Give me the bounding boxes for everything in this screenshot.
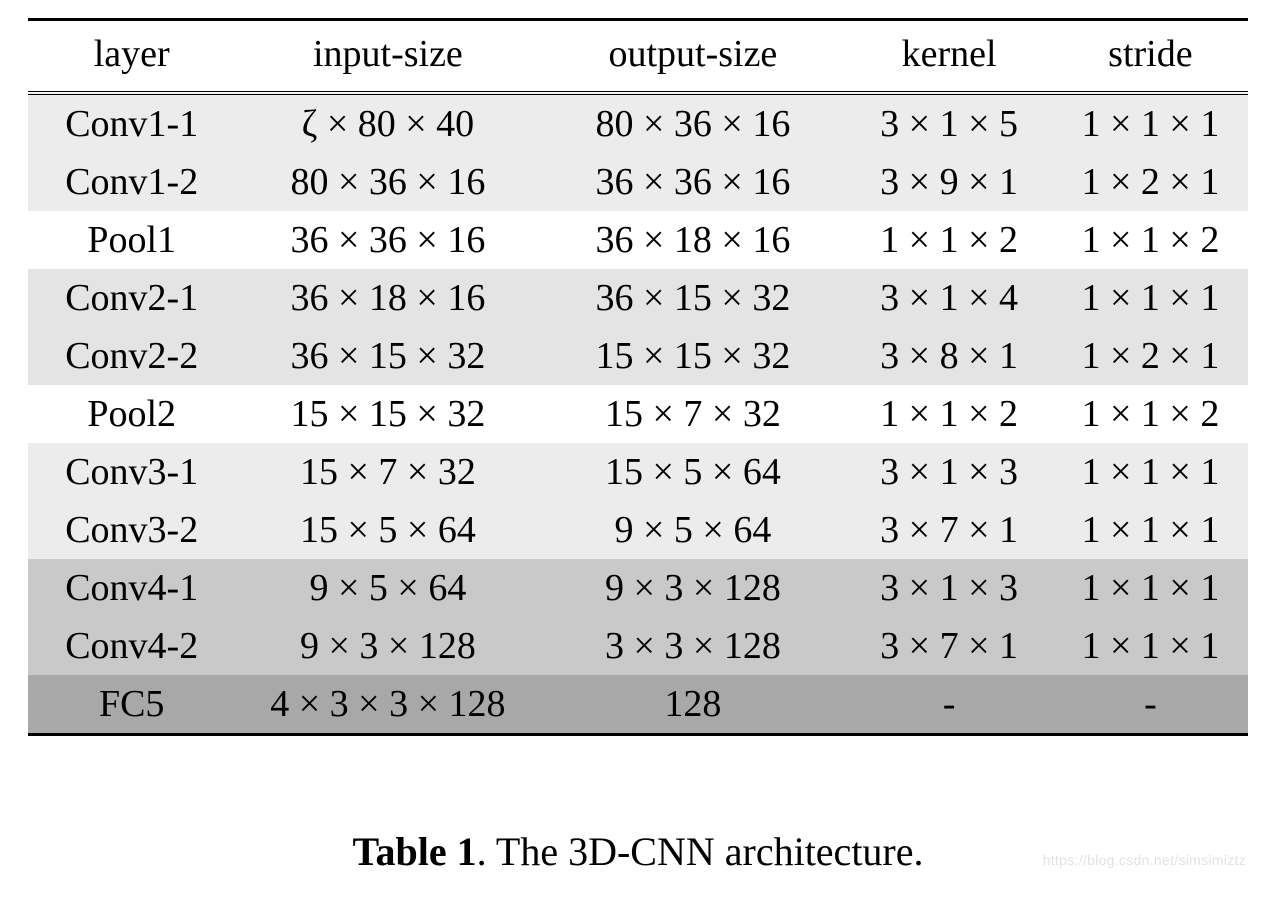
table-cell: -	[845, 675, 1052, 735]
table-cell: 36 × 36 × 16	[540, 153, 845, 211]
table-cell: Conv1-1	[28, 93, 235, 153]
table-row: Conv3-215 × 5 × 649 × 5 × 643 × 7 × 11 ×…	[28, 501, 1248, 559]
table-cell: 36 × 36 × 16	[235, 211, 540, 269]
table-cell: Conv2-2	[28, 327, 235, 385]
caption-label: Table 1	[353, 829, 477, 874]
table-cell: 80 × 36 × 16	[235, 153, 540, 211]
table-row: Pool215 × 15 × 3215 × 7 × 321 × 1 × 21 ×…	[28, 385, 1248, 443]
table-row: Conv4-19 × 5 × 649 × 3 × 1283 × 1 × 31 ×…	[28, 559, 1248, 617]
table-cell: 1 × 1 × 2	[845, 385, 1052, 443]
table-cell: Conv3-2	[28, 501, 235, 559]
table-cell: Pool2	[28, 385, 235, 443]
table-cell: 3 × 3 × 128	[540, 617, 845, 675]
table-cell: 3 × 7 × 1	[845, 617, 1052, 675]
col-header-stride: stride	[1053, 20, 1248, 94]
table-cell: 1 × 2 × 1	[1053, 153, 1248, 211]
table-cell: 1 × 1 × 1	[1053, 93, 1248, 153]
table-cell: 3 × 1 × 3	[845, 443, 1052, 501]
table-cell: -	[1053, 675, 1248, 735]
table-row: Conv3-115 × 7 × 3215 × 5 × 643 × 1 × 31 …	[28, 443, 1248, 501]
table-cell: Conv2-1	[28, 269, 235, 327]
col-header-input: input-size	[235, 20, 540, 94]
table-row: Conv4-29 × 3 × 1283 × 3 × 1283 × 7 × 11 …	[28, 617, 1248, 675]
table-cell: Conv4-2	[28, 617, 235, 675]
table-cell: 1 × 1 × 2	[845, 211, 1052, 269]
table-cell: 15 × 15 × 32	[235, 385, 540, 443]
watermark-text: https://blog.csdn.net/simsimiztz	[1043, 852, 1246, 868]
table-cell: 3 × 1 × 3	[845, 559, 1052, 617]
table-cell: 36 × 18 × 16	[235, 269, 540, 327]
table-cell: 1 × 1 × 1	[1053, 617, 1248, 675]
table-cell: 9 × 5 × 64	[540, 501, 845, 559]
col-header-layer: layer	[28, 20, 235, 94]
table-header-row: layer input-size output-size kernel stri…	[28, 20, 1248, 94]
table-row: Pool136 × 36 × 1636 × 18 × 161 × 1 × 21 …	[28, 211, 1248, 269]
caption-text: . The 3D-CNN architecture.	[477, 829, 924, 874]
table-cell: 1 × 1 × 1	[1053, 559, 1248, 617]
table-body: Conv1-1ζ × 80 × 4080 × 36 × 163 × 1 × 51…	[28, 93, 1248, 735]
architecture-table: layer input-size output-size kernel stri…	[28, 18, 1248, 736]
table-cell: 3 × 7 × 1	[845, 501, 1052, 559]
table-cell: 1 × 1 × 2	[1053, 211, 1248, 269]
col-header-kernel: kernel	[845, 20, 1052, 94]
table-cell: 15 × 5 × 64	[235, 501, 540, 559]
table-cell: Conv3-1	[28, 443, 235, 501]
table-cell: 9 × 3 × 128	[235, 617, 540, 675]
table-cell: 9 × 5 × 64	[235, 559, 540, 617]
table-cell: 15 × 7 × 32	[235, 443, 540, 501]
table-cell: 1 × 1 × 1	[1053, 501, 1248, 559]
table-cell: 1 × 1 × 2	[1053, 385, 1248, 443]
table-cell: FC5	[28, 675, 235, 735]
table-cell: 15 × 5 × 64	[540, 443, 845, 501]
col-header-output: output-size	[540, 20, 845, 94]
table-cell: 128	[540, 675, 845, 735]
table-cell: 36 × 15 × 32	[235, 327, 540, 385]
table-cell: 4 × 3 × 3 × 128	[235, 675, 540, 735]
table-cell: 9 × 3 × 128	[540, 559, 845, 617]
table-row: Conv1-1ζ × 80 × 4080 × 36 × 163 × 1 × 51…	[28, 93, 1248, 153]
table-cell: 3 × 1 × 5	[845, 93, 1052, 153]
table-cell: 15 × 7 × 32	[540, 385, 845, 443]
table-row: FC54 × 3 × 3 × 128128--	[28, 675, 1248, 735]
table-cell: 1 × 1 × 1	[1053, 443, 1248, 501]
table-cell: 36 × 15 × 32	[540, 269, 845, 327]
table-cell: Pool1	[28, 211, 235, 269]
table-row: Conv2-136 × 18 × 1636 × 15 × 323 × 1 × 4…	[28, 269, 1248, 327]
table-cell: Conv4-1	[28, 559, 235, 617]
table-cell: 15 × 15 × 32	[540, 327, 845, 385]
table-cell: Conv1-2	[28, 153, 235, 211]
table-row: Conv2-236 × 15 × 3215 × 15 × 323 × 8 × 1…	[28, 327, 1248, 385]
table-cell: 1 × 1 × 1	[1053, 269, 1248, 327]
table-cell: ζ × 80 × 40	[235, 93, 540, 153]
table-cell: 36 × 18 × 16	[540, 211, 845, 269]
table-cell: 80 × 36 × 16	[540, 93, 845, 153]
table-cell: 3 × 1 × 4	[845, 269, 1052, 327]
table-cell: 1 × 2 × 1	[1053, 327, 1248, 385]
table-cell: 3 × 8 × 1	[845, 327, 1052, 385]
table-row: Conv1-280 × 36 × 1636 × 36 × 163 × 9 × 1…	[28, 153, 1248, 211]
table-cell: 3 × 9 × 1	[845, 153, 1052, 211]
